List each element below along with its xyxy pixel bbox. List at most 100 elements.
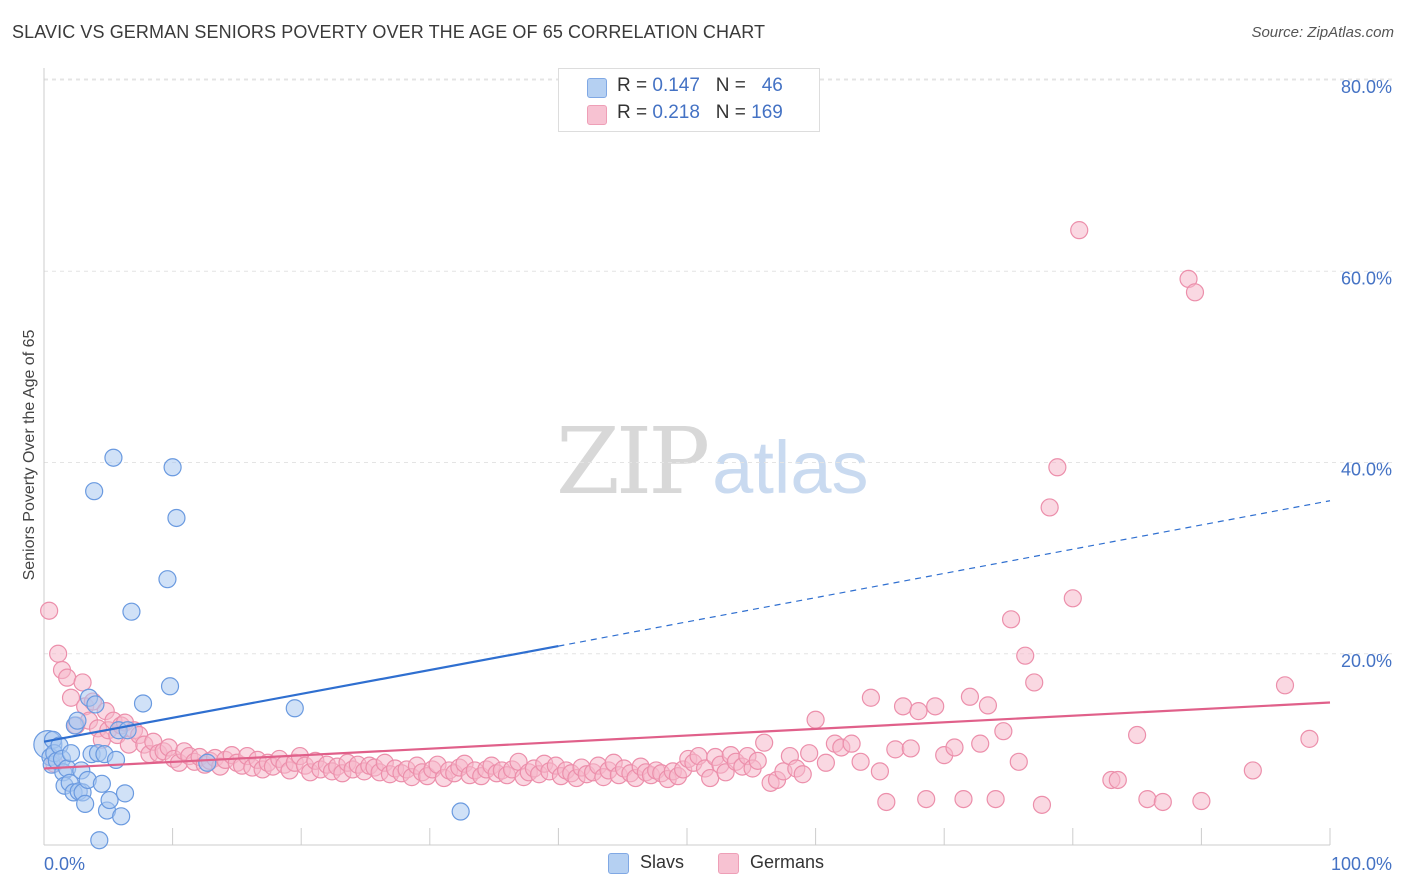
slavs-point [85, 482, 104, 501]
germans-point [1016, 646, 1035, 665]
watermark-zip: ZIP [556, 408, 710, 515]
slavs-point [104, 448, 123, 467]
legend-r-label: R = [617, 102, 653, 123]
germans-point [1025, 673, 1044, 692]
germans-point [870, 762, 890, 781]
y-tick-label: 20.0% [1341, 651, 1392, 671]
chart-title: SLAVIC VS GERMAN SENIORS POVERTY OVER TH… [12, 22, 766, 42]
slavs-point [451, 802, 470, 821]
bottom-legend-swatch-slavs [608, 853, 629, 874]
slavs-point [133, 694, 153, 713]
source-label: Source: ZipAtlas.com [1251, 24, 1394, 41]
legend-r-value-germans: 0.218 [652, 102, 700, 123]
germans-point [978, 696, 998, 715]
germans-point [1192, 791, 1211, 811]
germans-point [40, 601, 59, 620]
germans-point [954, 789, 973, 809]
germans-point [861, 688, 880, 707]
slavs-point [61, 744, 81, 763]
germans-point [1063, 589, 1082, 608]
germans-point [1108, 770, 1127, 790]
germans-point [909, 702, 928, 721]
germans-point [1040, 498, 1059, 517]
x-tick-label: 0.0% [44, 854, 85, 874]
germans-point [986, 789, 1005, 809]
slavs-trend-extension [558, 500, 1331, 647]
axes [43, 68, 1331, 846]
legend-n-label: N = [715, 102, 752, 123]
slavs-points [33, 448, 470, 850]
tick-labels: 20.0% 40.0% 60.0% 80.0% 0.0% 100.0% [44, 77, 1392, 874]
germans-point [1070, 221, 1089, 240]
germans-point [945, 738, 964, 757]
grid-lines [44, 78, 1392, 655]
germans-point [960, 687, 980, 706]
slavs-trend-line [43, 645, 559, 743]
germans-point [806, 710, 825, 729]
slavs-point [100, 790, 119, 810]
germans-point [49, 644, 68, 663]
bottom-legend-swatch-germans [718, 853, 739, 874]
legend-text-slavs: R = 0.147 N = 46 [617, 75, 783, 97]
germans-point [73, 673, 92, 692]
germans-point [893, 697, 913, 716]
slavs-point [92, 774, 111, 793]
bottom-legend-label-germans: Germans [750, 852, 825, 872]
germans-point [1127, 725, 1147, 745]
trend-lines [43, 500, 1331, 770]
germans-point [926, 697, 945, 716]
legend-text-germans: R = 0.218 N = 169 [617, 102, 783, 124]
germans-point [1300, 729, 1319, 748]
germans-point [755, 733, 774, 752]
slavs-point [68, 711, 87, 730]
bottom-legend-label-slavs: Slavs [640, 852, 685, 872]
y-tick-label: 60.0% [1341, 268, 1392, 288]
legend-r-label: R = [617, 75, 653, 96]
germans-point [901, 739, 920, 758]
germans-point [877, 792, 896, 812]
germans-point [917, 789, 936, 809]
slavs-point [163, 458, 182, 477]
germans-point [1001, 610, 1021, 629]
germans-point [1185, 283, 1205, 302]
legend-r-value-slavs: 0.147 [652, 75, 700, 96]
germans-point [994, 722, 1013, 741]
germans-point [886, 740, 905, 759]
slavs-point [198, 753, 217, 772]
slavs-point [167, 508, 186, 528]
slavs-point [285, 699, 304, 718]
watermark-atlas: atlas [712, 426, 869, 509]
germans-point [851, 752, 870, 771]
slavs-point [115, 784, 135, 803]
germans-points [40, 221, 1319, 814]
slavs-point [160, 677, 180, 696]
germans-point [1048, 458, 1067, 477]
germans-point [1032, 795, 1052, 814]
y-tick-label: 40.0% [1341, 460, 1392, 480]
germans-point [58, 668, 77, 687]
germans-point [842, 734, 861, 753]
y-tick-label: 80.0% [1341, 77, 1392, 97]
legend-swatch-germans [587, 105, 607, 125]
germans-point [1153, 792, 1172, 812]
germans-point [1138, 789, 1157, 809]
slavs-point [122, 602, 141, 621]
slavs-point [158, 570, 177, 589]
germans-point [971, 734, 990, 753]
germans-point [1009, 752, 1028, 771]
legend: R = 0.147 N = 46 R = 0.218 N = 169 [558, 68, 820, 132]
germans-trend-line [43, 701, 1331, 770]
germans-point [748, 751, 767, 770]
legend-swatch-slavs [587, 78, 607, 98]
legend-n-value-slavs: 46 [761, 75, 783, 96]
slavs-point [86, 695, 105, 714]
watermark: ZIPatlas [556, 408, 868, 515]
legend-n-value-germans: 169 [751, 102, 783, 123]
slavs-point [112, 807, 131, 826]
germans-point [793, 765, 812, 784]
germans-point [800, 744, 819, 763]
germans-point [1275, 676, 1295, 695]
germans-point [1243, 761, 1262, 780]
x-tick-label: 100.0% [1331, 854, 1392, 874]
